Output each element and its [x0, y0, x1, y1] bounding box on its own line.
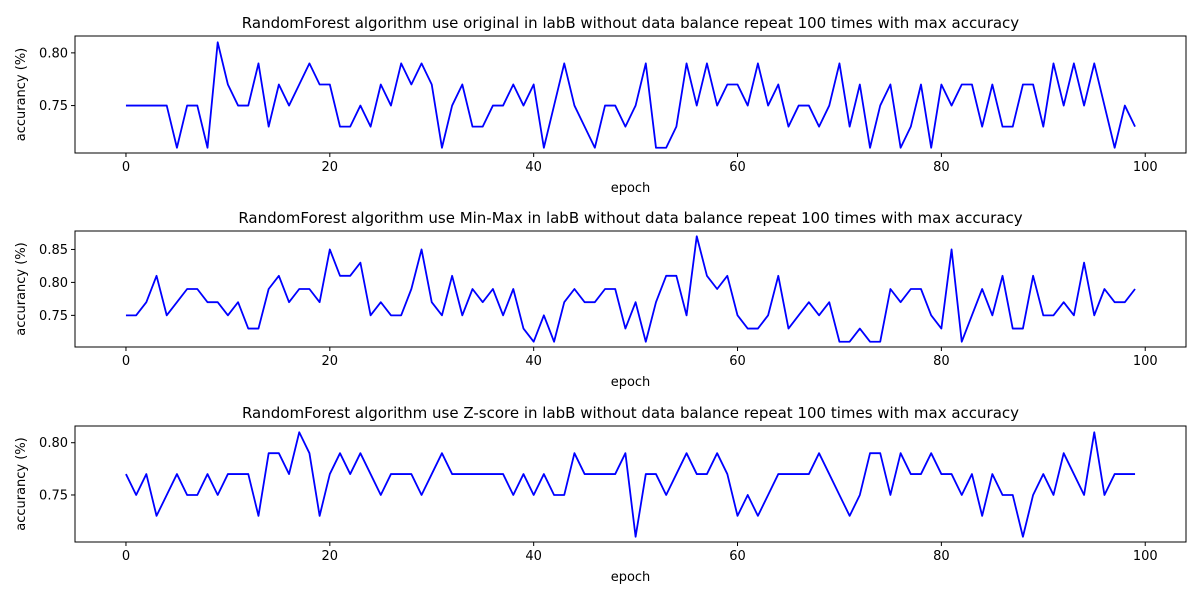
x-tick-label: 60	[729, 160, 746, 175]
x-tick-label: 20	[322, 549, 339, 564]
x-tick-label: 0	[122, 354, 130, 369]
x-axis-label: epoch	[611, 570, 651, 585]
chart-title: RandomForest algorithm use Z-score in la…	[242, 404, 1019, 422]
y-axis-label: accurancy (%)	[14, 48, 29, 142]
chart-title: RandomForest algorithm use Min-Max in la…	[238, 209, 1022, 227]
x-tick-label: 60	[729, 354, 746, 369]
x-tick-label: 80	[933, 160, 950, 175]
subplot-2: RandomForest algorithm use Min-Max in la…	[14, 209, 1187, 390]
series-line	[125, 235, 1136, 343]
x-tick-label: 100	[1133, 160, 1158, 175]
series-line	[125, 41, 1136, 149]
x-tick-label: 80	[933, 549, 950, 564]
y-tick-label: 0.80	[39, 276, 68, 291]
plot-frame	[74, 230, 1187, 348]
y-tick-label: 0.75	[39, 309, 68, 324]
plot-frame	[74, 35, 1187, 154]
subplot-1: RandomForest algorithm use original in l…	[14, 14, 1187, 196]
y-axis-label: accurancy (%)	[14, 437, 29, 531]
x-tick-label: 60	[729, 549, 746, 564]
plot-frame	[74, 425, 1187, 543]
y-tick-label: 0.85	[39, 243, 68, 258]
x-tick-label: 20	[322, 354, 339, 369]
y-tick-label: 0.75	[39, 99, 68, 114]
y-axis-label: accurancy (%)	[14, 242, 29, 336]
x-tick-label: 40	[525, 160, 542, 175]
x-tick-label: 0	[122, 549, 130, 564]
y-tick-label: 0.80	[39, 46, 68, 61]
x-tick-label: 20	[322, 160, 339, 175]
subplot-3: RandomForest algorithm use Z-score in la…	[14, 404, 1187, 585]
x-axis-label: epoch	[611, 181, 651, 196]
chart-title: RandomForest algorithm use original in l…	[242, 14, 1020, 32]
x-tick-label: 0	[122, 160, 130, 175]
x-axis-label: epoch	[611, 375, 651, 390]
series-line	[125, 431, 1136, 538]
x-tick-label: 40	[525, 549, 542, 564]
x-tick-label: 100	[1133, 549, 1158, 564]
x-tick-label: 40	[525, 354, 542, 369]
x-tick-label: 100	[1133, 354, 1158, 369]
y-tick-label: 0.80	[39, 436, 68, 451]
x-tick-label: 80	[933, 354, 950, 369]
y-tick-label: 0.75	[39, 488, 68, 503]
